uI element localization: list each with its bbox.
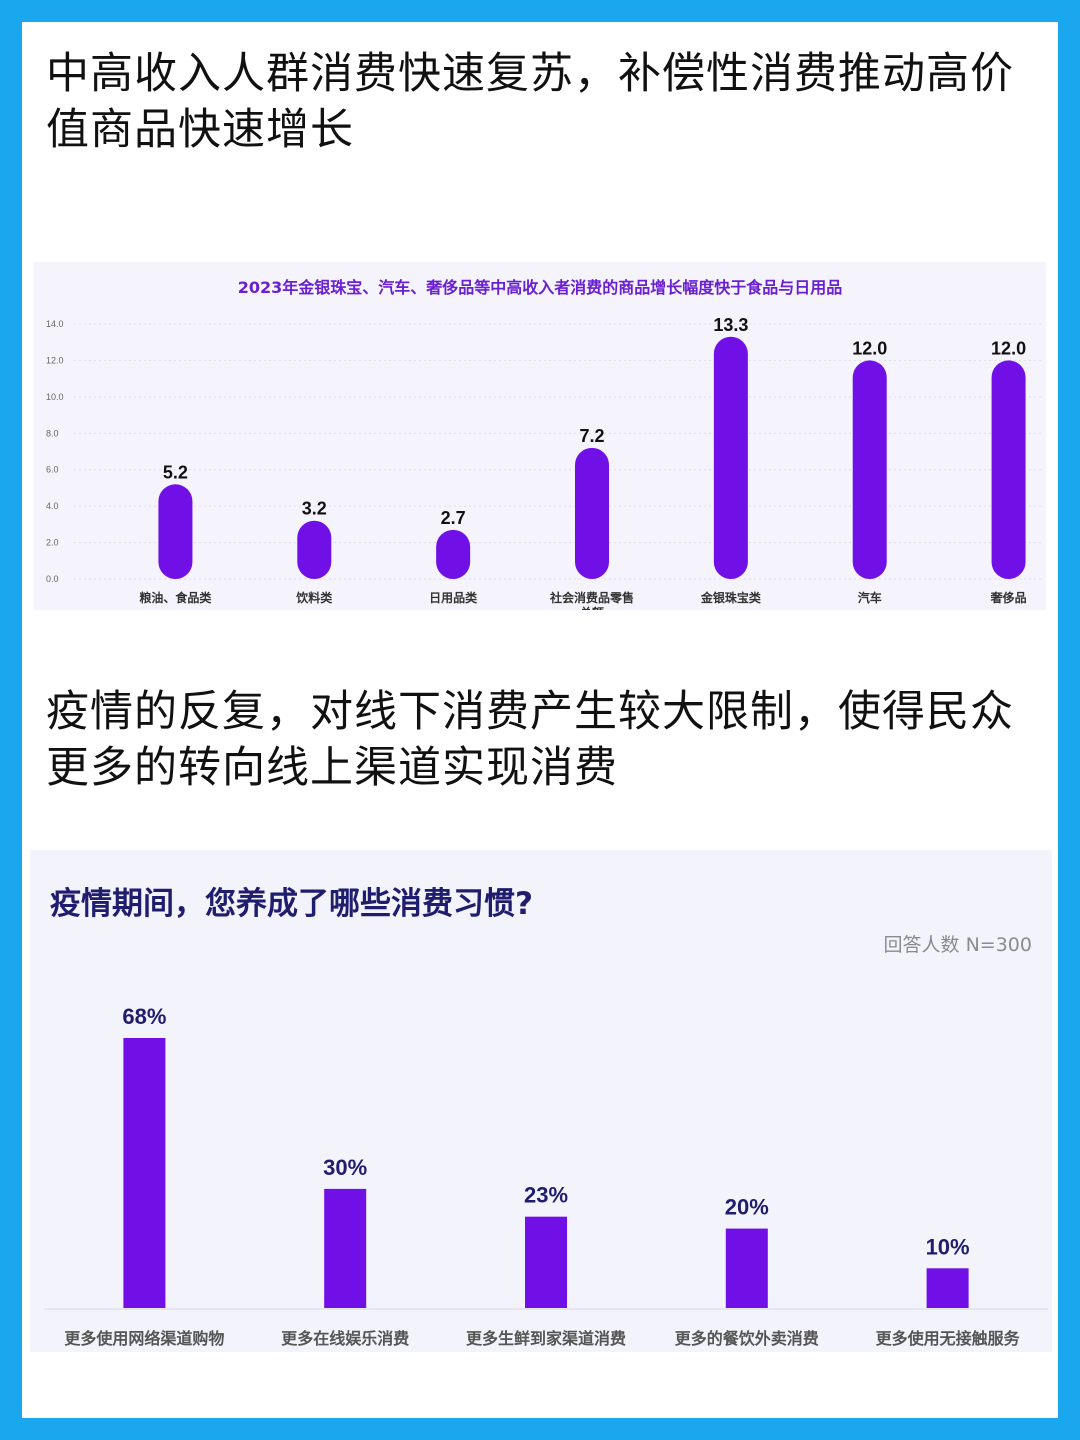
x-tick-label: 更多在线娱乐消费 — [281, 1329, 409, 1348]
respondent-count: 回答人数 N=300 — [883, 934, 1032, 956]
x-tick-label: 日用品类 — [429, 590, 478, 605]
data-label: 13.3 — [713, 315, 748, 335]
y-tick-label: 12.0 — [46, 355, 64, 365]
y-tick-label: 10.0 — [46, 392, 64, 402]
bar — [852, 360, 887, 579]
y-tick-label: 4.0 — [46, 501, 59, 511]
bar — [297, 520, 332, 579]
x-tick-label: 更多生鲜到家渠道消费 — [466, 1329, 626, 1348]
x-tick-label: 社会消费品零售总额 — [549, 590, 634, 610]
x-tick-label: 奢侈品 — [990, 590, 1027, 605]
y-tick-label: 6.0 — [46, 465, 59, 475]
y-tick-label: 2.0 — [46, 538, 59, 548]
y-tick-label: 8.0 — [46, 428, 59, 438]
chart-growth: 0.0 2.0 4.0 6.0 8.0 10.0 12.0 14.0 5.2 粮油、食品类 3.2 饮… — [46, 315, 1044, 610]
x-tick-label: 更多使用无接触服务 — [876, 1329, 1021, 1348]
x-tick-label: 汽车 — [858, 590, 882, 605]
chart-panel-growth: 2023年金银珠宝、汽车、奢侈品等中高收入者消费的商品增长幅度快于食品与日用品 … — [34, 262, 1046, 610]
chart-panel-habits: 疫情期间，您养成了哪些消费习惯? 回答人数 N=300 68% 更多使用网络渠道购… — [30, 850, 1052, 1352]
data-label: 20% — [725, 1195, 769, 1220]
x-tick-label: 金银珠宝类 — [700, 590, 762, 605]
data-label: 12.0 — [852, 338, 887, 358]
bar — [158, 484, 193, 579]
data-label: 30% — [323, 1155, 367, 1180]
bar — [324, 1188, 367, 1308]
data-label: 10% — [926, 1234, 970, 1259]
headline-consumption-recovery: 中高收入人群消费快速复苏，补偿性消费推动高价值商品快速增长 — [46, 49, 1014, 155]
x-tick-label: 更多使用网络渠道购物 — [64, 1329, 224, 1348]
bar — [725, 1228, 768, 1308]
x-tick-label: 粮油、食品类 — [139, 590, 212, 605]
bar — [123, 1038, 166, 1308]
data-label: 12.0 — [991, 338, 1026, 358]
chart-title-growth: 2023年金银珠宝、汽车、奢侈品等中高收入者消费的商品增长幅度快于食品与日用品 — [237, 278, 843, 297]
x-tick-label: 更多的餐饮外卖消费 — [675, 1329, 819, 1348]
bar — [436, 529, 471, 579]
bar — [713, 336, 748, 579]
chart-title-habits: 疫情期间，您养成了哪些消费习惯? — [50, 886, 533, 922]
data-label: 3.2 — [302, 499, 327, 519]
bar — [991, 360, 1026, 579]
bar — [575, 447, 609, 579]
headline-online-shift: 疫情的反复，对线下消费产生较大限制，使得民众更多的转向线上渠道实现消费 — [46, 687, 1014, 793]
data-label: 23% — [524, 1183, 568, 1208]
bar — [926, 1268, 969, 1308]
y-tick-label: 14.0 — [46, 319, 64, 329]
data-label: 68% — [122, 1004, 166, 1029]
data-label: 7.2 — [579, 426, 604, 446]
data-label: 2.7 — [441, 508, 466, 528]
x-tick-label: 饮料类 — [295, 590, 333, 605]
y-tick-label: 0.0 — [46, 574, 59, 584]
data-label: 5.2 — [163, 462, 188, 482]
chart-habits: 68% 更多使用网络渠道购物 30% 更多在线娱乐消费 23% 更多生鲜到家渠道消费 20%… — [44, 1004, 1048, 1348]
bar — [525, 1216, 567, 1308]
